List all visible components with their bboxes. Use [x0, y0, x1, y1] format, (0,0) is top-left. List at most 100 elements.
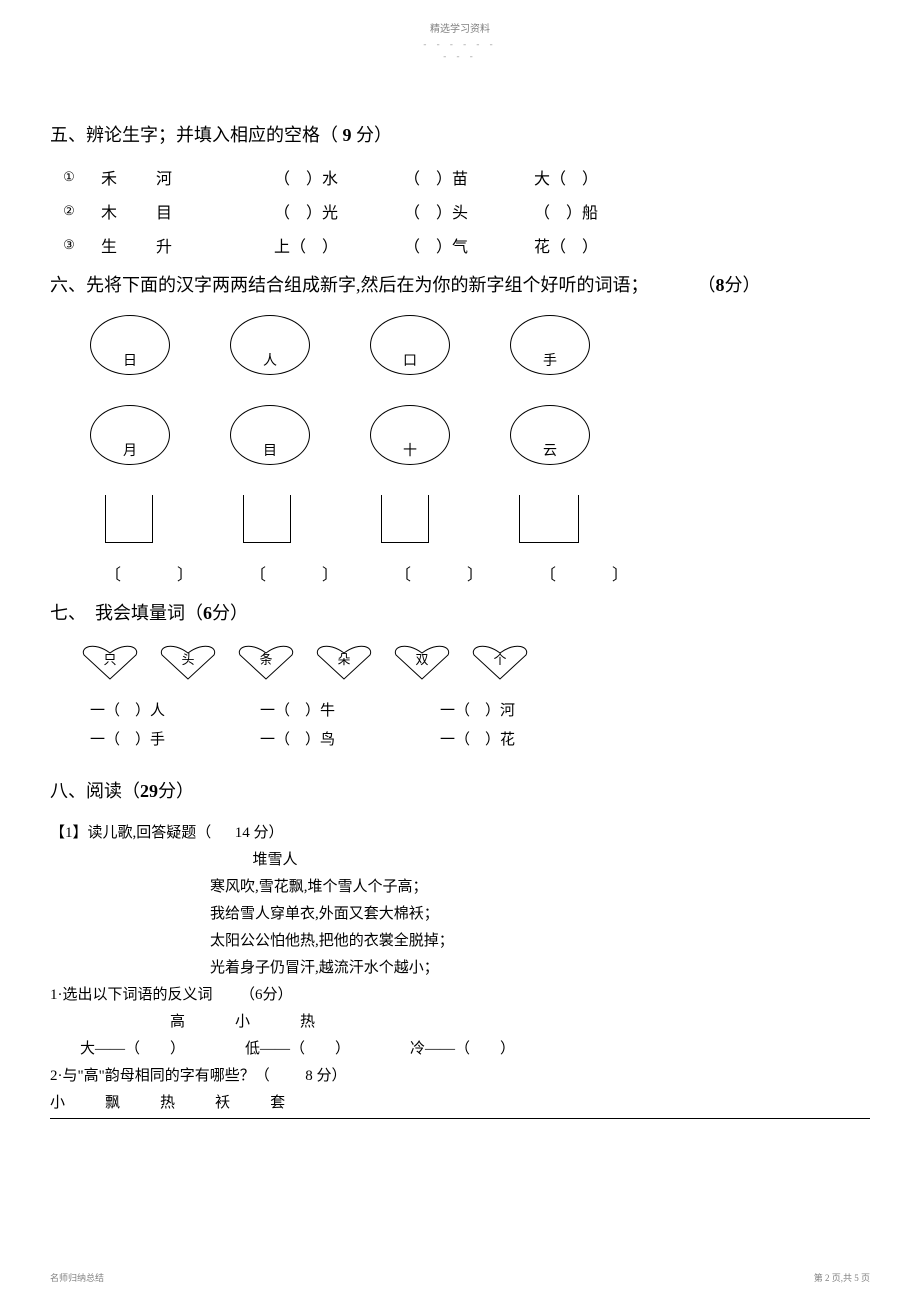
blank-1: （ ）光: [274, 199, 404, 223]
section-5-title: 五、辨论生字；并填入相应的空格（ 9 分）: [50, 121, 870, 147]
heart-label: 双: [415, 649, 428, 668]
blank-3: 大（ ）: [534, 165, 664, 189]
ant: 冷——（ ）: [410, 1037, 515, 1058]
char: 热: [160, 1091, 175, 1112]
oval-label: 人: [263, 350, 277, 370]
section-6-title: 六、先将下面的汉字两两结合组成新字,然后在为你的新字组个好听的词语； （8分）: [50, 271, 870, 297]
sub-1-points: 14: [235, 825, 250, 841]
heart-shape: 条: [236, 643, 296, 681]
table-row: ② 木 目 （ ）光 （ ）头 （ ）船: [60, 199, 870, 223]
q2-pre: 2·与"高"韵母相同的字有哪些？（: [50, 1068, 270, 1084]
ant: 低——（ ）: [245, 1037, 350, 1058]
char-2: 目: [134, 199, 194, 223]
oval-shape: 日: [90, 315, 170, 375]
section-6-title-pre: 六、先将下面的汉字两两结合组成新字,然后在为你的新字组个好听的词语；: [50, 275, 649, 295]
char-1: 生: [84, 233, 134, 257]
q1-options: 高 小 热: [170, 1010, 870, 1031]
bracket-row: 〔 〕 〔 〕 〔 〕 〔 〕: [105, 561, 870, 585]
char-1: 禾: [84, 165, 134, 189]
heart-label: 只: [103, 649, 116, 668]
q2-title: 2·与"高"韵母相同的字有哪些？（ 8 分）: [50, 1064, 870, 1085]
q2-points: 8: [305, 1068, 313, 1084]
footer-right: 第 2 页,共 5 页: [814, 1271, 870, 1284]
poem-line: 光着身子仍冒汗,越流汗水个越小；: [210, 956, 870, 977]
blank-1: （ ）水: [274, 165, 404, 189]
heart-shape: 双: [392, 643, 452, 681]
heart-shape: 朵: [314, 643, 374, 681]
char: 小: [50, 1091, 65, 1112]
opt: 高: [170, 1010, 185, 1031]
blank-1: 上（ ）: [274, 233, 404, 257]
char: 飘: [105, 1091, 120, 1112]
square-row: [105, 495, 870, 543]
section-7-title: 七、 我会填量词（6分）: [50, 599, 870, 625]
section-6-points-post: 分）: [725, 275, 761, 295]
oval-shape: 口: [370, 315, 450, 375]
q1-points-post: 分）: [263, 987, 293, 1003]
header-dash-1: - - - - - -: [50, 39, 870, 49]
q1-points: 6: [255, 987, 263, 1003]
q1-pre: 1·选出以下词语的反义词: [50, 987, 213, 1003]
table-row: ③ 生 升 上（ ） （ ）气 花（ ）: [60, 233, 870, 257]
sub-1-title: 【1】读儿歌,回答疑题（ 14 分）: [50, 821, 870, 842]
blank-3: 花（ ）: [534, 233, 664, 257]
oval-shape: 手: [510, 315, 590, 375]
bracket: 〔 〕: [540, 561, 600, 585]
section-6-points-pre: （: [698, 275, 716, 295]
oval-label: 手: [543, 350, 557, 370]
header-dash-2: - - -: [50, 51, 870, 61]
footer-left: 名师归纳总结: [50, 1271, 104, 1284]
measure-item: 一（ ）河: [440, 699, 610, 720]
heart-label: 条: [259, 649, 272, 668]
oval-label: 云: [543, 440, 557, 460]
heart-row: 只 头 条 朵 双 个: [80, 643, 870, 681]
char-1: 木: [84, 199, 134, 223]
bracket: 〔 〕: [395, 561, 455, 585]
section-5-table: ① 禾 河 （ ）水 （ ）苗 大（ ） ② 木 目 （ ）光 （ ）头 （ ）…: [60, 165, 870, 257]
measure-row-1: 一（ ）人 一（ ）牛 一（ ）河: [90, 699, 870, 720]
oval-shape: 月: [90, 405, 170, 465]
heart-shape: 只: [80, 643, 140, 681]
measure-item: 一（ ）花: [440, 728, 610, 749]
row-num: ③: [60, 236, 78, 254]
q2-post: 分）: [317, 1068, 347, 1084]
section-5-title-post: 分）: [356, 125, 392, 145]
poem-line: 太阳公公怕他热,把他的衣裳全脱掉；: [210, 929, 870, 950]
answer-box: [381, 495, 429, 543]
section-7-title-pre: 七、 我会填量词（: [50, 603, 203, 623]
answer-line: [50, 1118, 870, 1119]
section-8-title-pre: 八、阅读（: [50, 781, 140, 801]
oval-row-2: 月 目 十 云: [90, 405, 870, 465]
section-7-points: 6: [203, 603, 212, 623]
row-num: ②: [60, 202, 78, 220]
measure-item: 一（ ）手: [90, 728, 260, 749]
section-5-points: 9: [343, 125, 352, 145]
blank-2: （ ）头: [404, 199, 534, 223]
q2-chars: 小 飘 热 袄 套: [50, 1091, 870, 1112]
section-5-title-pre: 五、辨论生字；并填入相应的空格（: [50, 125, 338, 145]
oval-label: 十: [403, 440, 417, 460]
char-2: 河: [134, 165, 194, 189]
section-7-title-post: 分）: [212, 603, 248, 623]
heart-label: 头: [181, 649, 194, 668]
opt: 小: [235, 1010, 250, 1031]
oval-shape: 云: [510, 405, 590, 465]
section-8-points: 29: [140, 781, 158, 801]
q1-antonyms: 大——（ ） 低——（ ） 冷——（ ）: [80, 1037, 870, 1058]
oval-shape: 目: [230, 405, 310, 465]
measure-item: 一（ ）牛: [260, 699, 440, 720]
blank-2: （ ）苗: [404, 165, 534, 189]
char: 套: [270, 1091, 285, 1112]
oval-row-1: 日 人 口 手: [90, 315, 870, 375]
opt: 热: [300, 1010, 315, 1031]
oval-shape: 人: [230, 315, 310, 375]
poem-line: 寒风吹,雪花飘,堆个雪人个子高；: [210, 875, 870, 896]
measure-row-2: 一（ ）手 一（ ）鸟 一（ ）花: [90, 728, 870, 749]
heart-shape: 个: [470, 643, 530, 681]
ant: 大——（ ）: [80, 1037, 185, 1058]
oval-shape: 十: [370, 405, 450, 465]
answer-box: [519, 495, 579, 543]
row-num: ①: [60, 168, 78, 186]
char: 袄: [215, 1091, 230, 1112]
poem-title: 堆雪人: [225, 848, 325, 869]
